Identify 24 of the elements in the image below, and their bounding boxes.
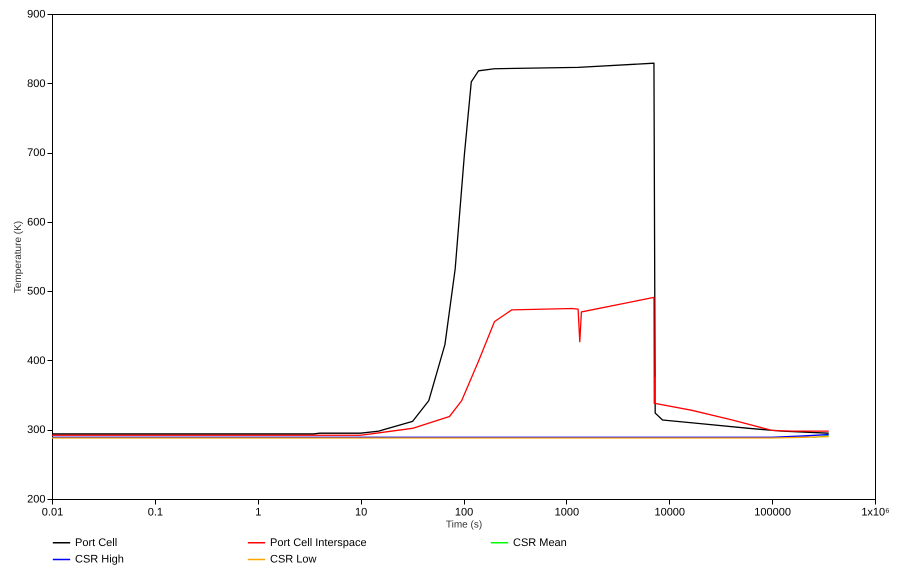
y-tick-label: 600 — [27, 216, 46, 228]
legend-label: CSR High — [75, 554, 124, 566]
x-tick-label: 100 — [454, 506, 474, 518]
legend-label: Port Cell Interspace — [270, 536, 367, 549]
x-tick-label: 0.1 — [148, 506, 164, 518]
x-tick-label: 10 — [355, 506, 368, 518]
y-tick-label: 700 — [27, 147, 46, 160]
y-tick-label: 200 — [27, 494, 46, 506]
y-tick-label: 500 — [27, 286, 46, 298]
legend-label: Port Cell — [75, 536, 118, 549]
x-tick-label: 1x10⁶ — [861, 506, 890, 518]
y-axis-title: Temperature (K) — [13, 220, 24, 294]
x-axis-title: Time (s) — [446, 520, 482, 530]
y-tick-label: 400 — [27, 354, 46, 367]
y-tick-label: 300 — [27, 424, 46, 436]
legend-label: CSR Mean — [513, 536, 567, 549]
legend-label: CSR Low — [270, 554, 317, 566]
y-tick-label: 800 — [27, 78, 46, 90]
x-tick-label: 1 — [255, 506, 262, 518]
x-tick-label: 0.01 — [42, 506, 64, 518]
x-tick-label: 10000 — [654, 506, 686, 518]
x-tick-label: 100000 — [754, 506, 791, 518]
y-tick-label: 900 — [27, 8, 46, 20]
x-tick-label: 1000 — [554, 506, 580, 518]
